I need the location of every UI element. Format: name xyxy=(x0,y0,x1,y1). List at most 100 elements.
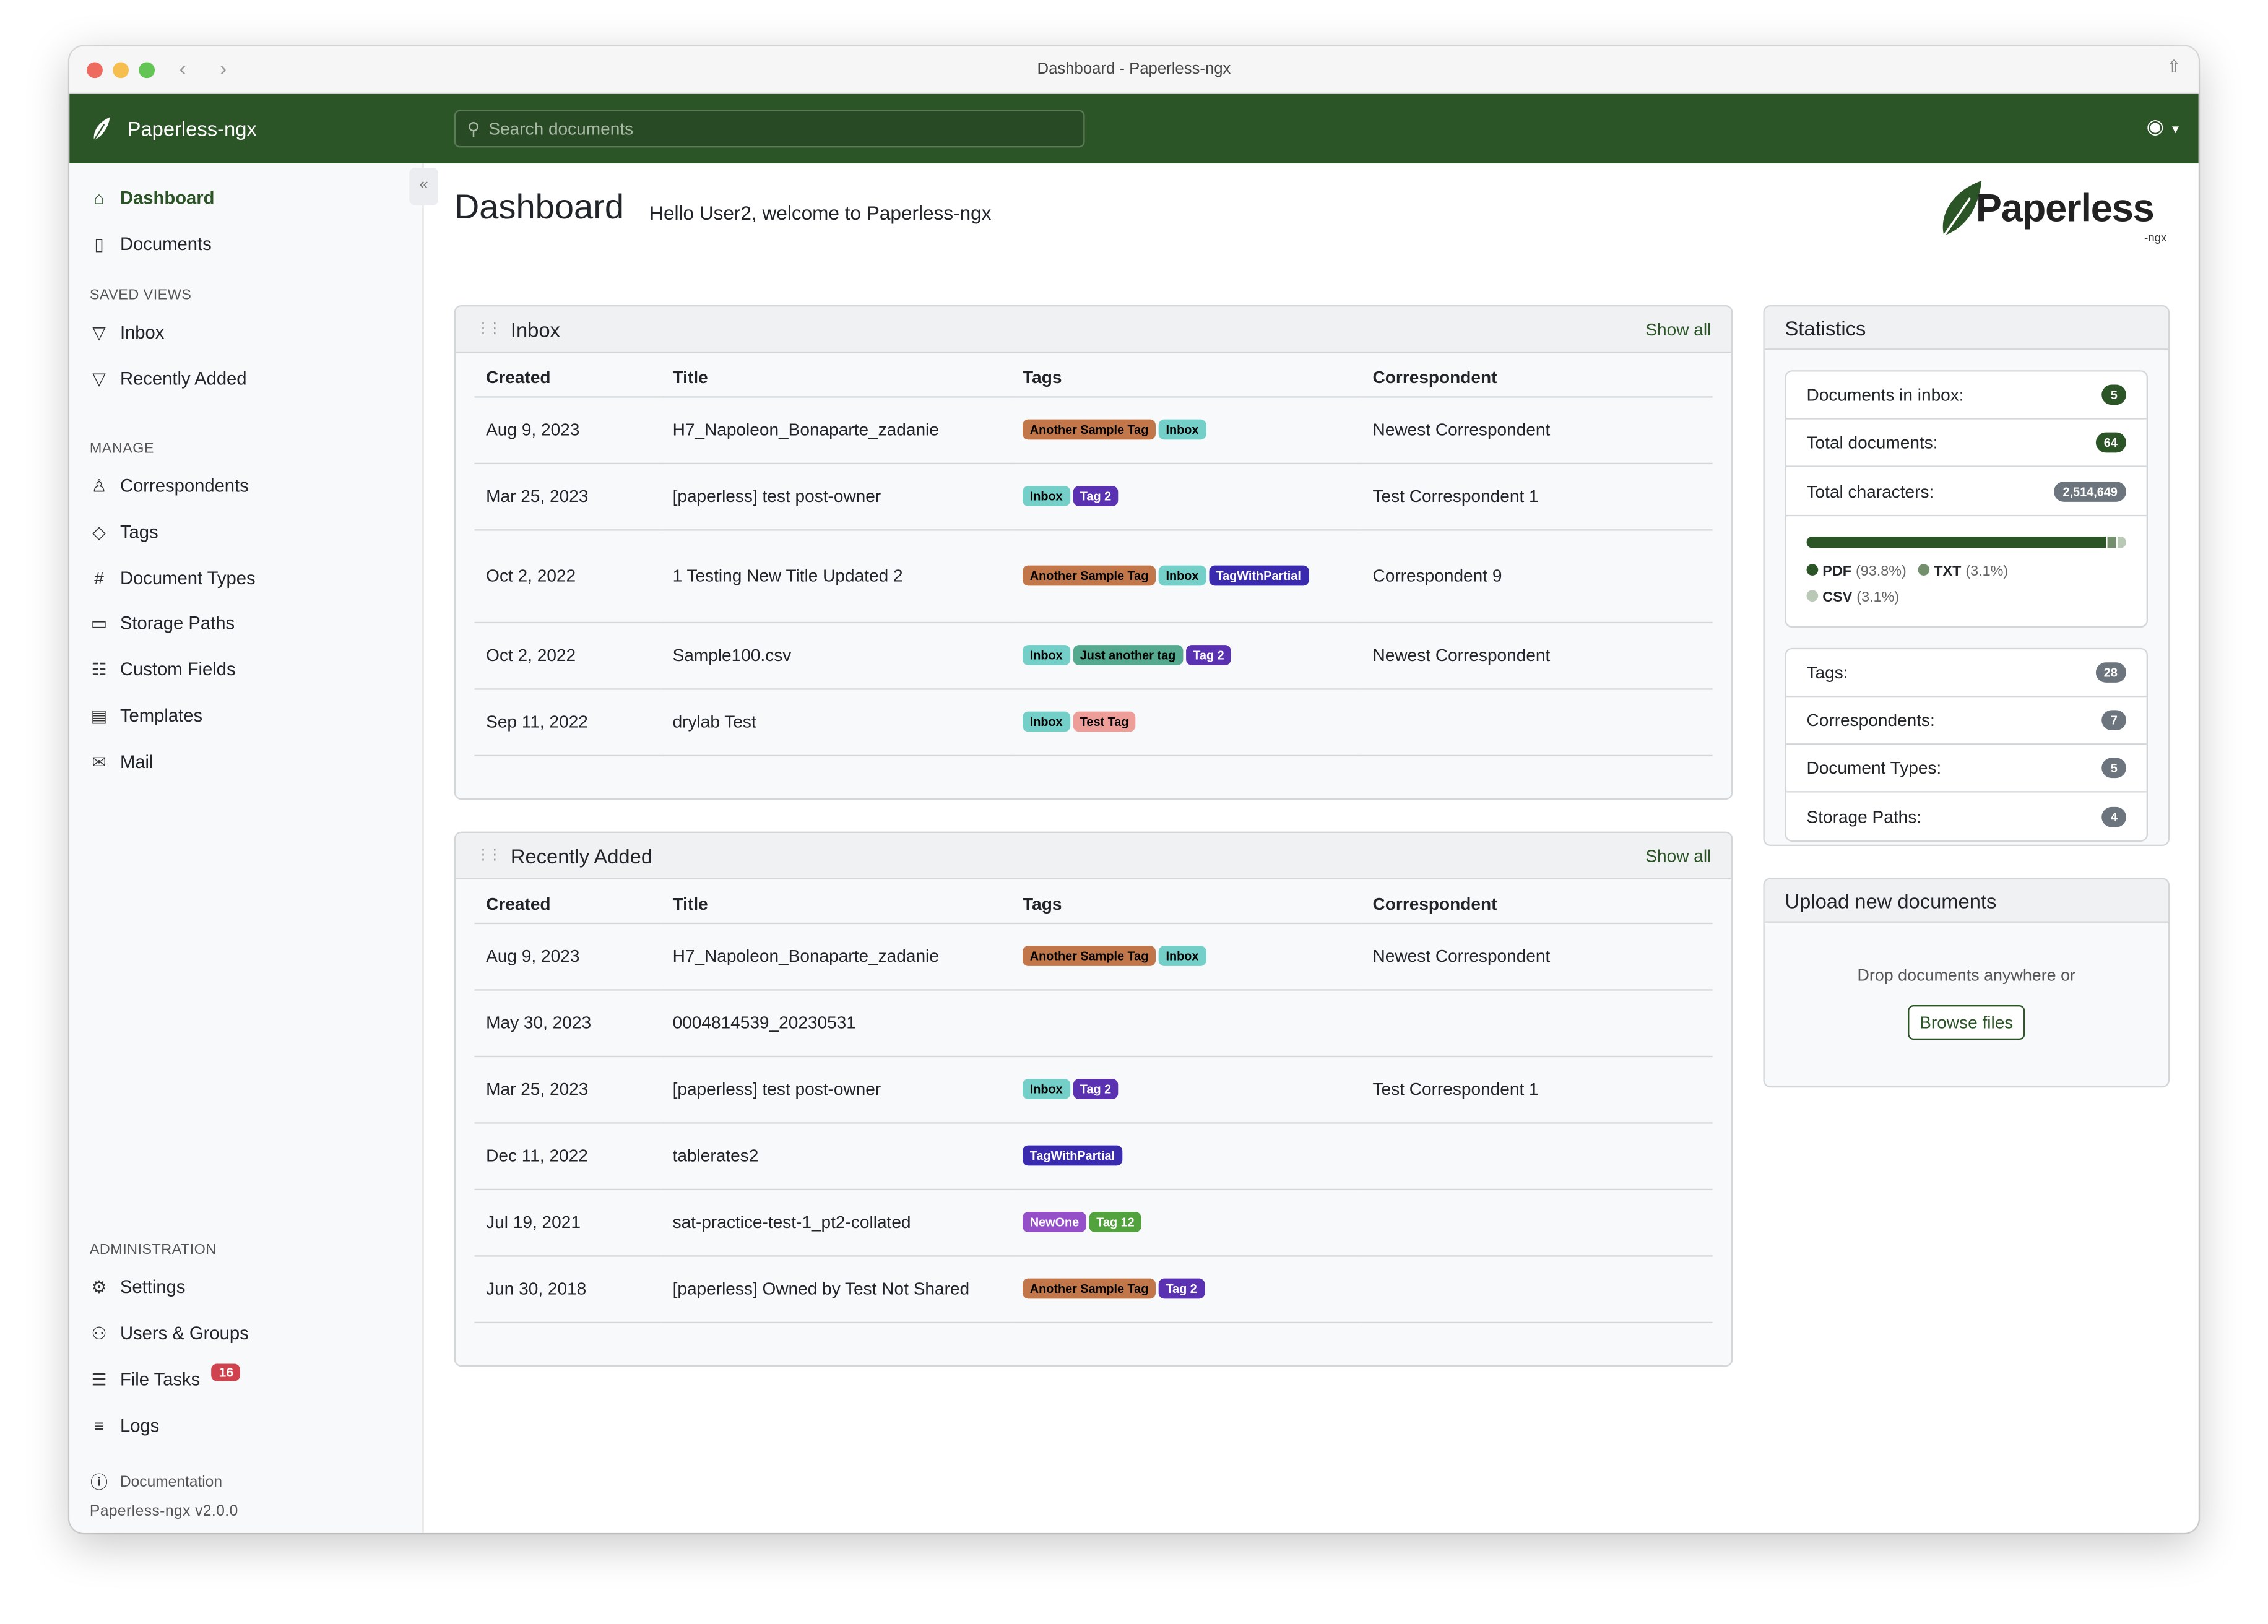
table-row[interactable]: Jul 19, 2021 sat-practice-test-1_pt2-coll… xyxy=(474,1188,1713,1256)
table-row[interactable]: Jun 30, 2018 [paperless] Owned by Test No… xyxy=(474,1255,1713,1323)
stat-row: Total documents: 64 xyxy=(1786,420,2147,467)
tag-badge[interactable]: Tag 12 xyxy=(1089,1212,1142,1232)
sidebar-item-tags[interactable]: ◇ Tags xyxy=(90,522,158,543)
title-cell: [paperless] Owned by Test Not Shared xyxy=(660,1255,1011,1323)
tag-badge[interactable]: Tag 2 xyxy=(1073,1079,1119,1099)
browse-files-button[interactable]: Browse files xyxy=(1908,1005,2025,1040)
sidebar-item-settings[interactable]: ⚙ Settings xyxy=(90,1277,185,1297)
table-row[interactable]: Aug 9, 2023 H7_Napoleon_Bonaparte_zadanie… xyxy=(474,396,1713,464)
legend-dot xyxy=(1806,564,1819,576)
correspondent-cell xyxy=(1361,1255,1713,1323)
title-cell: H7_Napoleon_Bonaparte_zadanie xyxy=(660,922,1011,990)
stat-label: Storage Paths: xyxy=(1806,806,1922,827)
forward-icon[interactable]: › xyxy=(220,56,227,80)
title-cell: [paperless] test post-owner xyxy=(660,1055,1011,1123)
title-cell: [paperless] test post-owner xyxy=(660,462,1011,530)
tag-badge[interactable]: Inbox xyxy=(1023,486,1070,506)
sidebar-item-label: Logs xyxy=(119,1415,160,1436)
table-row[interactable]: Oct 2, 2022 Sample100.csv Inbox Just anothe… xyxy=(474,621,1713,689)
drag-handle-icon[interactable]: ⋮⋮ xyxy=(475,321,502,337)
column-header-created[interactable]: Created xyxy=(474,879,661,923)
table-row[interactable]: Mar 25, 2023 [paperless] test post-owner I… xyxy=(474,462,1713,530)
user-menu-button[interactable]: ◉ ▼ xyxy=(2147,114,2181,139)
folder-icon: ▭ xyxy=(90,613,108,634)
tag-badge[interactable]: Another Sample Tag xyxy=(1023,946,1156,966)
table-row[interactable]: Aug 9, 2023 H7_Napoleon_Bonaparte_zadanie… xyxy=(474,922,1713,990)
tag-badge[interactable]: Inbox xyxy=(1023,711,1070,732)
tags-icon: ◇ xyxy=(92,522,106,543)
sidebar-item-label: Templates xyxy=(119,706,203,727)
table-row[interactable]: Sep 11, 2022 drylab Test Inbox Test Tag xyxy=(474,688,1713,756)
stat-row: Tags: 28 xyxy=(1786,649,2147,698)
stat-count-badge: 2,514,649 xyxy=(2054,480,2126,501)
tag-badge[interactable]: Another Sample Tag xyxy=(1023,1278,1156,1299)
column-header-correspondent[interactable]: Correspondent xyxy=(1361,879,1713,923)
recent-show-all-link[interactable]: Show all xyxy=(1645,845,1712,866)
table-row[interactable]: May 30, 2023 0004814539_20230531 xyxy=(474,989,1713,1056)
stat-count-badge: 5 xyxy=(2101,384,2126,405)
sidebar-item-custom-fields[interactable]: ☷ Custom Fields xyxy=(90,660,235,680)
tag-badge[interactable]: Tag 2 xyxy=(1073,486,1119,506)
tag-badge[interactable]: Another Sample Tag xyxy=(1023,565,1156,586)
sidebar-item-label: Documents xyxy=(119,234,212,255)
tag-badge[interactable]: Tag 2 xyxy=(1185,645,1232,665)
envelope-icon: ✉ xyxy=(92,752,106,772)
collapse-sidebar-button[interactable]: « xyxy=(409,168,439,205)
table-row[interactable]: Oct 2, 2022 1 Testing New Title Updated 2… xyxy=(474,529,1713,623)
tag-badge[interactable]: TagWithPartial xyxy=(1023,1145,1122,1166)
sidebar-item-logs[interactable]: ≡ Logs xyxy=(90,1416,159,1436)
search-input[interactable]: ⚲ Search documents xyxy=(454,110,1085,148)
welcome-message: Hello User2, welcome to Paperless-ngx xyxy=(649,202,992,225)
column-header-tags[interactable]: Tags xyxy=(1011,353,1361,397)
brand-link[interactable]: Paperless-ngx xyxy=(90,116,257,142)
tag-badge[interactable]: Test Tag xyxy=(1073,711,1136,732)
back-icon[interactable]: ‹ xyxy=(179,56,186,80)
stat-count-badge: 4 xyxy=(2101,806,2126,827)
sidebar-item-inbox[interactable]: ▽ Inbox xyxy=(90,322,164,343)
tag-badge[interactable]: Another Sample Tag xyxy=(1023,419,1156,440)
share-icon[interactable]: ⇧ xyxy=(2166,56,2181,77)
sidebar-item-recently-added[interactable]: ▽ Recently Added xyxy=(90,369,246,389)
title-cell: H7_Napoleon_Bonaparte_zadanie xyxy=(660,396,1011,464)
tag-badge[interactable]: Tag 2 xyxy=(1158,1278,1205,1299)
documentation-label: Documentation xyxy=(119,1472,222,1490)
documentation-link[interactable]: ⓘ Documentation xyxy=(90,1469,222,1494)
file-icon: ▯ xyxy=(94,234,104,255)
file-type-segment xyxy=(1806,536,2106,548)
inbox-show-all-link[interactable]: Show all xyxy=(1645,319,1712,340)
drag-handle-icon[interactable]: ⋮⋮ xyxy=(475,847,502,864)
column-header-title[interactable]: Title xyxy=(660,879,1011,923)
tag-badge[interactable]: Inbox xyxy=(1158,946,1206,966)
tag-badge[interactable]: Just another tag xyxy=(1073,645,1183,665)
sidebar-item-mail[interactable]: ✉ Mail xyxy=(90,752,153,772)
table-row[interactable]: Dec 11, 2022 tablerates2 TagWithPartial xyxy=(474,1122,1713,1190)
tag-badge[interactable]: Inbox xyxy=(1158,419,1206,440)
sidebar-item-file-tasks[interactable]: ☰ File Tasks 16 xyxy=(90,1363,241,1390)
zoom-window-button[interactable] xyxy=(139,62,155,79)
column-header-created[interactable]: Created xyxy=(474,353,661,397)
column-header-tags[interactable]: Tags xyxy=(1011,879,1361,923)
page-title: Dashboard xyxy=(454,188,625,227)
created-cell: Mar 25, 2023 xyxy=(474,462,661,530)
minimize-window-button[interactable] xyxy=(113,62,129,79)
table-row[interactable]: Mar 25, 2023 [paperless] test post-owner I… xyxy=(474,1055,1713,1123)
sidebar-item-dashboard[interactable]: ⌂ Dashboard xyxy=(90,188,215,209)
stat-row: Correspondents: 7 xyxy=(1786,697,2147,745)
sidebar-item-users-groups[interactable]: ⚇ Users & Groups xyxy=(90,1323,248,1344)
column-header-correspondent[interactable]: Correspondent xyxy=(1361,353,1713,397)
title-cell: sat-practice-test-1_pt2-collated xyxy=(660,1188,1011,1256)
tag-badge[interactable]: NewOne xyxy=(1023,1212,1086,1232)
sidebar-item-document-types[interactable]: # Document Types xyxy=(90,568,255,589)
tag-badge[interactable]: Inbox xyxy=(1023,1079,1070,1099)
close-window-button[interactable] xyxy=(87,62,103,79)
column-header-title[interactable]: Title xyxy=(660,353,1011,397)
tag-badge[interactable]: TagWithPartial xyxy=(1208,565,1309,586)
sidebar-item-storage-paths[interactable]: ▭ Storage Paths xyxy=(90,613,235,634)
tag-badge[interactable]: Inbox xyxy=(1158,565,1206,586)
sidebar-item-templates[interactable]: ▤ Templates xyxy=(90,706,202,726)
title-cell: tablerates2 xyxy=(660,1122,1011,1190)
legend-item: PDF (93.8%) xyxy=(1806,564,1907,580)
sidebar-item-documents[interactable]: ▯ Documents xyxy=(90,234,212,255)
tag-badge[interactable]: Inbox xyxy=(1023,645,1070,665)
sidebar-item-correspondents[interactable]: ♙ Correspondents xyxy=(90,476,248,496)
